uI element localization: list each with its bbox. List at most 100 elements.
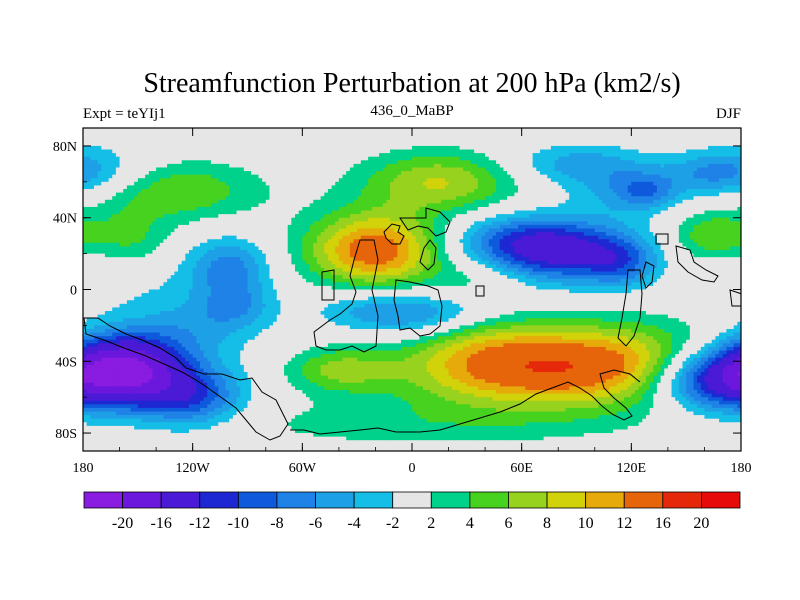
- field-cell: [196, 142, 201, 147]
- field-cell: [733, 199, 738, 204]
- field-cell: [148, 203, 154, 208]
- field-cell: [624, 145, 629, 151]
- field-cell: [324, 174, 329, 179]
- field-cell: [360, 189, 366, 194]
- field-cell: [686, 131, 691, 136]
- field-cell: [291, 203, 296, 208]
- field-cell: [335, 145, 340, 151]
- field-cell: [419, 199, 424, 204]
- field-cell: [594, 203, 600, 208]
- field-cell: [569, 145, 574, 151]
- field-cell: [291, 210, 296, 215]
- field-cell: [368, 214, 373, 219]
- field-cell: [554, 128, 559, 133]
- field-cell: [507, 206, 512, 212]
- field-cell: [620, 149, 625, 154]
- field-cell: [653, 156, 658, 161]
- field-cell: [620, 210, 625, 215]
- field-cell: [324, 149, 329, 154]
- field-cell: [181, 224, 186, 230]
- field-cell: [561, 167, 567, 172]
- field-cell: [90, 145, 95, 151]
- field-cell: [474, 142, 479, 147]
- field-cell: [664, 149, 669, 154]
- field-cell: [521, 217, 526, 222]
- field-cell: [587, 156, 592, 161]
- field-cell: [711, 160, 717, 165]
- field-cell: [123, 149, 128, 154]
- field-cell: [148, 214, 154, 219]
- field-cell: [412, 142, 417, 147]
- field-cell: [287, 185, 292, 190]
- field-cell: [174, 178, 179, 183]
- field-cell: [437, 149, 442, 154]
- field-cell: [123, 178, 128, 183]
- field-cell: [422, 196, 428, 201]
- field-cell: [174, 149, 179, 154]
- field-cell: [397, 142, 402, 147]
- field-cell: [689, 210, 695, 215]
- field-cell: [547, 178, 552, 183]
- field-cell: [569, 181, 574, 187]
- field-cell: [397, 221, 402, 226]
- field-cell: [240, 145, 245, 151]
- field-cell: [510, 160, 515, 165]
- field-cell: [368, 199, 373, 204]
- field-cell: [349, 224, 355, 230]
- field-cell: [565, 142, 570, 147]
- field-cell: [137, 160, 143, 165]
- field-cell: [463, 217, 468, 222]
- field-cell: [196, 138, 201, 143]
- field-cell: [115, 221, 121, 226]
- field-cell: [539, 135, 545, 140]
- field-cell: [613, 160, 618, 165]
- field-cell: [642, 189, 647, 194]
- field-cell: [167, 163, 172, 169]
- field-cell: [86, 189, 91, 194]
- field-cell: [532, 185, 537, 190]
- field-cell: [115, 210, 121, 215]
- field-cell: [309, 181, 314, 187]
- field-cell: [686, 214, 691, 219]
- field-cell: [444, 163, 450, 169]
- field-cell: [711, 142, 717, 147]
- field-cell: [485, 181, 490, 187]
- field-cell: [653, 192, 658, 197]
- field-cell: [667, 149, 673, 154]
- field-cell: [309, 217, 314, 222]
- field-cell: [466, 149, 472, 154]
- field-cell: [415, 174, 420, 179]
- field-cell: [455, 174, 461, 179]
- field-cell: [528, 174, 534, 179]
- field-cell: [404, 171, 409, 176]
- field-cell: [104, 199, 110, 204]
- field-cell: [404, 189, 409, 194]
- field-cell: [591, 167, 596, 172]
- field-cell: [587, 131, 592, 136]
- field-cell: [397, 163, 402, 169]
- field-cell: [338, 138, 344, 143]
- field-cell: [441, 171, 446, 176]
- field-cell: [700, 142, 706, 147]
- field-cell: [280, 206, 285, 212]
- field-cell: [503, 142, 508, 147]
- field-cell: [284, 163, 289, 169]
- field-cell: [210, 185, 216, 190]
- field-cell: [185, 131, 190, 136]
- field-cell: [488, 138, 494, 143]
- field-cell: [316, 128, 322, 133]
- field-cell: [463, 224, 468, 230]
- field-cell: [726, 131, 731, 136]
- field-cell: [90, 189, 95, 194]
- field-cell: [664, 171, 669, 176]
- field-cell: [90, 142, 95, 147]
- field-cell: [580, 145, 585, 151]
- field-cell: [514, 189, 519, 194]
- field-cell: [240, 192, 245, 197]
- field-cell: [528, 206, 534, 212]
- field-cell: [108, 163, 113, 169]
- field-cell: [634, 192, 640, 197]
- field-cell: [656, 185, 662, 190]
- field-cell: [550, 192, 556, 197]
- field-cell: [554, 174, 559, 179]
